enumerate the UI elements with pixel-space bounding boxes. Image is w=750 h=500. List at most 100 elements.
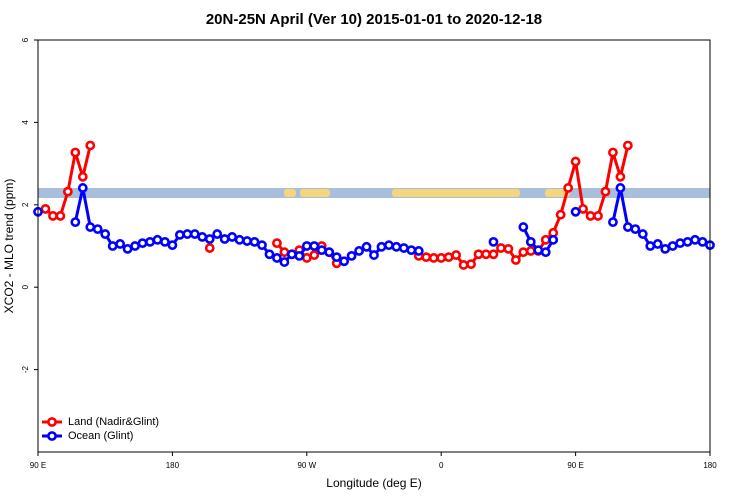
point (77, 171, 88, 182)
point (570, 206, 581, 217)
point (167, 240, 178, 251)
point (451, 250, 462, 260)
point (540, 247, 551, 258)
point (130, 241, 140, 251)
point (682, 236, 693, 247)
point (660, 243, 671, 254)
point (563, 183, 574, 193)
point (533, 245, 544, 256)
point (503, 243, 514, 254)
legend-label: Land (Nadir&Glint) (68, 416, 159, 428)
point (115, 239, 126, 249)
point (615, 183, 626, 193)
point (339, 256, 350, 267)
point (585, 211, 596, 221)
ocean-band (38, 188, 710, 198)
point (615, 171, 626, 182)
point (264, 249, 275, 260)
point (242, 236, 252, 246)
point (391, 241, 402, 252)
point (301, 241, 312, 251)
point (369, 250, 379, 260)
point (145, 236, 155, 247)
point (137, 238, 148, 249)
point (443, 252, 454, 263)
point (622, 140, 633, 151)
y-tick-label: 6 (21, 37, 30, 42)
point (525, 246, 536, 256)
point (62, 186, 73, 197)
point (197, 232, 208, 242)
point (421, 252, 432, 263)
point (652, 239, 663, 249)
point (331, 252, 342, 263)
point (600, 186, 611, 197)
point (406, 245, 417, 256)
y-axis-label: XCO2 - MLO trend (ppm) (2, 179, 16, 314)
x-axis-label: Longitude (deg E) (326, 476, 421, 490)
point (346, 250, 357, 261)
point (257, 240, 267, 251)
point (428, 253, 439, 263)
plot-frame (37, 39, 711, 453)
x-tick-label: 90 E (567, 461, 583, 470)
y-tick-label: 0 (21, 284, 30, 289)
point (316, 245, 327, 256)
land-patch (392, 189, 520, 197)
point (324, 247, 335, 258)
point (309, 250, 320, 260)
point (85, 140, 96, 151)
point (481, 249, 491, 260)
point (645, 241, 656, 251)
point (622, 222, 633, 232)
point (466, 259, 476, 270)
point (85, 222, 96, 232)
point (70, 147, 81, 158)
point (286, 249, 297, 260)
point (152, 234, 163, 245)
point (458, 260, 469, 270)
point (525, 236, 536, 247)
point (436, 253, 447, 263)
point (667, 241, 678, 251)
point (473, 249, 484, 260)
point (234, 234, 245, 245)
point (630, 224, 641, 235)
point (637, 229, 648, 239)
point (40, 204, 51, 214)
point (92, 224, 103, 235)
point (398, 243, 409, 253)
point (55, 211, 66, 221)
point (570, 156, 581, 167)
point (510, 255, 521, 265)
land-patch (300, 189, 330, 197)
point (518, 247, 529, 258)
point (496, 243, 506, 253)
point (122, 243, 133, 254)
point (384, 240, 394, 251)
point (675, 238, 686, 249)
legend-marker (47, 431, 57, 441)
point (160, 236, 170, 247)
legend-marker (47, 417, 57, 427)
point (518, 222, 529, 232)
point (48, 211, 58, 221)
point (608, 217, 618, 228)
point (189, 229, 200, 239)
point (77, 183, 88, 193)
point (697, 236, 708, 247)
point (219, 234, 230, 244)
point (272, 253, 282, 263)
point (608, 147, 618, 158)
x-tick-label: 180 (166, 461, 180, 470)
point (578, 204, 588, 214)
point (227, 232, 238, 242)
point (272, 238, 282, 249)
x-tick-label: 0 (439, 461, 444, 470)
point (593, 211, 603, 221)
plot-area (33, 140, 715, 270)
point (376, 241, 387, 252)
point (488, 236, 499, 247)
point (294, 250, 305, 261)
